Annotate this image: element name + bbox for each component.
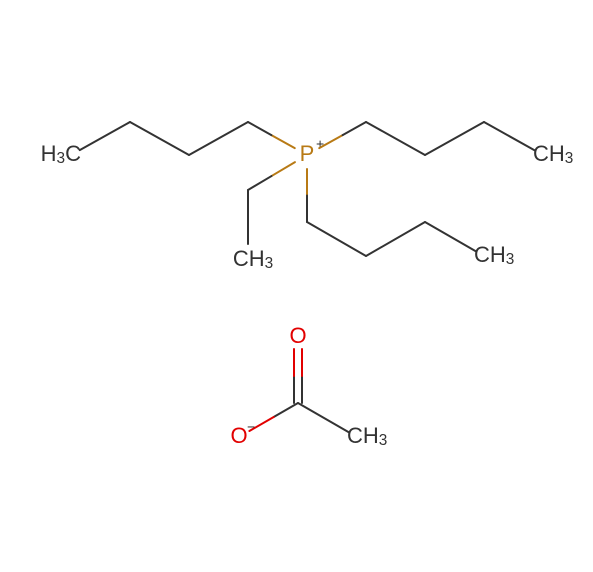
svg-text:O: O xyxy=(289,323,306,348)
svg-text:P: P xyxy=(300,141,315,166)
svg-text:−: − xyxy=(247,419,255,435)
svg-text:O: O xyxy=(230,423,247,448)
svg-text:CH3: CH3 xyxy=(347,423,387,449)
svg-text:+: + xyxy=(316,136,324,152)
molecule-diagram: P+H3CCH3CH3CH3OO−CH3 xyxy=(0,0,593,572)
svg-text:H3C: H3C xyxy=(41,141,81,167)
svg-text:CH3: CH3 xyxy=(233,246,273,272)
svg-text:CH3: CH3 xyxy=(533,141,573,167)
svg-text:CH3: CH3 xyxy=(474,242,514,268)
